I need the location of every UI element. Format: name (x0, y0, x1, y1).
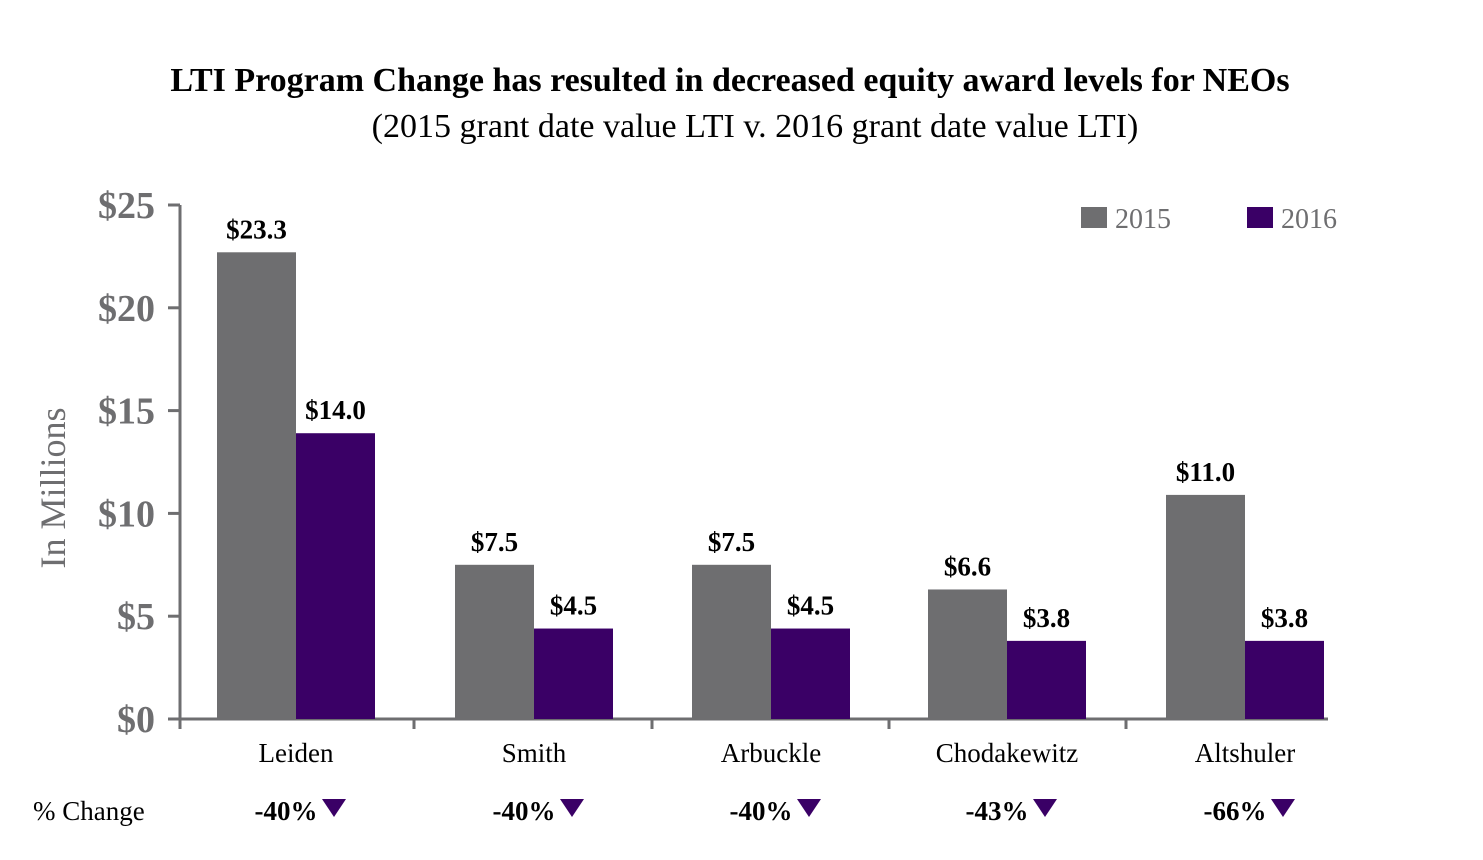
data-label: $3.8 (1261, 603, 1308, 633)
chart-subtitle: (2015 grant date value LTI v. 2016 grant… (371, 108, 1139, 145)
legend-swatch-2015 (1081, 207, 1107, 228)
y-axis-label: In Millions (33, 407, 73, 568)
pct-change-value: -43% (966, 796, 1029, 826)
y-tick-label: $20 (98, 288, 155, 330)
data-label: $7.5 (708, 527, 755, 557)
pct-change-value: -40% (730, 796, 793, 826)
pct-change-value: -66% (1204, 796, 1267, 826)
bar-2016 (534, 628, 613, 719)
x-tick-label: Chodakewitz (936, 738, 1078, 768)
down-arrow-icon (797, 799, 821, 817)
bar-2015 (455, 564, 534, 719)
bar-2016 (296, 433, 375, 719)
y-tick-label: $5 (117, 596, 155, 638)
data-label: $11.0 (1176, 457, 1235, 487)
pct-change-value: -40% (255, 796, 318, 826)
bar-2016 (1245, 640, 1324, 719)
bar-2015 (217, 252, 296, 719)
y-tick-label: $25 (98, 185, 155, 227)
down-arrow-icon (1033, 799, 1057, 817)
y-tick-label: $10 (98, 493, 155, 535)
data-label: $4.5 (550, 591, 597, 621)
x-tick-label: Altshuler (1195, 738, 1296, 768)
legend-swatch-2016 (1247, 207, 1273, 228)
data-label: $23.3 (226, 214, 287, 244)
y-tick-label: $0 (117, 699, 155, 741)
bar-2015 (928, 589, 1007, 719)
bar-2015 (692, 564, 771, 719)
data-label: $6.6 (944, 551, 991, 581)
pct-change-label: % Change (33, 796, 145, 826)
pct-change-value: -40% (493, 796, 556, 826)
legend-label: 2016 (1281, 204, 1337, 235)
x-tick-label: Smith (502, 738, 567, 768)
down-arrow-icon (560, 799, 584, 817)
x-tick-label: Arbuckle (721, 738, 821, 768)
data-label: $3.8 (1023, 603, 1070, 633)
y-tick-label: $15 (98, 391, 155, 433)
down-arrow-icon (1271, 799, 1295, 817)
bar-2016 (771, 628, 850, 719)
bar-2016 (1007, 640, 1086, 719)
bar-2015 (1166, 494, 1245, 719)
data-label: $4.5 (787, 591, 834, 621)
down-arrow-icon (322, 799, 346, 817)
data-label: $14.0 (305, 395, 366, 425)
data-label: $7.5 (471, 527, 518, 557)
chart-title: LTI Program Change has resulted in decre… (170, 62, 1290, 99)
legend-label: 2015 (1115, 204, 1171, 235)
x-tick-label: Leiden (259, 738, 334, 768)
